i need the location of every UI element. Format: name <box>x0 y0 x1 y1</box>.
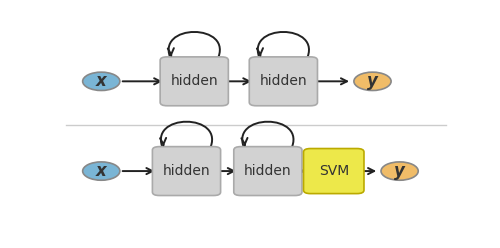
FancyBboxPatch shape <box>152 147 220 195</box>
Circle shape <box>82 72 120 91</box>
FancyBboxPatch shape <box>250 57 318 106</box>
FancyBboxPatch shape <box>234 147 302 195</box>
Text: y: y <box>394 162 405 180</box>
Circle shape <box>82 162 120 180</box>
Text: x: x <box>96 162 106 180</box>
Circle shape <box>354 72 391 91</box>
Text: hidden: hidden <box>170 74 218 88</box>
Text: SVM: SVM <box>318 164 349 178</box>
Text: hidden: hidden <box>162 164 210 178</box>
Text: x: x <box>96 72 106 90</box>
Text: y: y <box>367 72 378 90</box>
Circle shape <box>381 162 418 180</box>
FancyBboxPatch shape <box>160 57 228 106</box>
Text: hidden: hidden <box>260 74 307 88</box>
Text: hidden: hidden <box>244 164 292 178</box>
FancyBboxPatch shape <box>304 149 364 194</box>
